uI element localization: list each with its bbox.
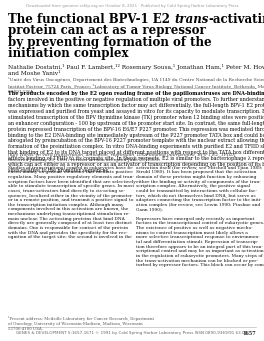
Text: trans: trans	[174, 13, 208, 26]
Text: by preventing formation of the: by preventing formation of the	[8, 36, 211, 49]
Text: initiation complex: initiation complex	[8, 47, 128, 60]
Text: The products encoded by the E2 open reading frame of the papillomaviruses are DN: The products encoded by the E2 open read…	[8, 91, 264, 96]
Text: The functional BPV-1 E2: The functional BPV-1 E2	[8, 13, 174, 26]
Text: GENES & DEVELOPMENT 5:1657-1671 © 1991 by Cold Spring Harbor Laboratory Press IS: GENES & DEVELOPMENT 5:1657-1671 © 1991 b…	[16, 331, 248, 335]
Text: [Key Words: In vitro transcription, activation, repression, DNA-binding interfer: [Key Words: In vitro transcription, acti…	[8, 153, 235, 157]
Text: Nathalie Dostatni,¹ Paul F. Lambert,¹² Rosemary Sousa,¹ Jonathan Ham,¹ Peter M. : Nathalie Dostatni,¹ Paul F. Lambert,¹² R…	[8, 64, 264, 76]
Text: Received January 29, 1991; revised version accepted June 25, 1991.: Received January 29, 1991; revised versi…	[8, 158, 160, 162]
Text: Studies of transcriptional control in eukaryotes have fo-
cused mainly on generi: Studies of transcriptional control in eu…	[8, 166, 136, 239]
Text: Downloaded from genome.cshlp.org on October 8, 2021 · Published by Cold Spring H: Downloaded from genome.cshlp.org on Octo…	[26, 4, 238, 8]
Text: 1657: 1657	[242, 331, 256, 336]
Text: ¹Unité des Virus Oncogènes, Département des Biotechnologies, UA 1149 du Centre N: ¹Unité des Virus Oncogènes, Département …	[8, 77, 264, 93]
Text: -activating: -activating	[208, 13, 264, 26]
Text: ¹Present address: McArdle Laboratory for Cancer Research, Department
of Oncology: ¹Present address: McArdle Laboratory for…	[8, 316, 154, 331]
Text: protein can act as a repressor: protein can act as a repressor	[8, 24, 206, 37]
Text: activation itself (for review, see Mitchell and Tjian 1989;
Struhl 1989). It has: activation itself (for review, see Mitch…	[136, 166, 264, 267]
Text: factors involved in the positive or negative regulation of multiple viral promot: factors involved in the positive or nega…	[8, 97, 264, 173]
